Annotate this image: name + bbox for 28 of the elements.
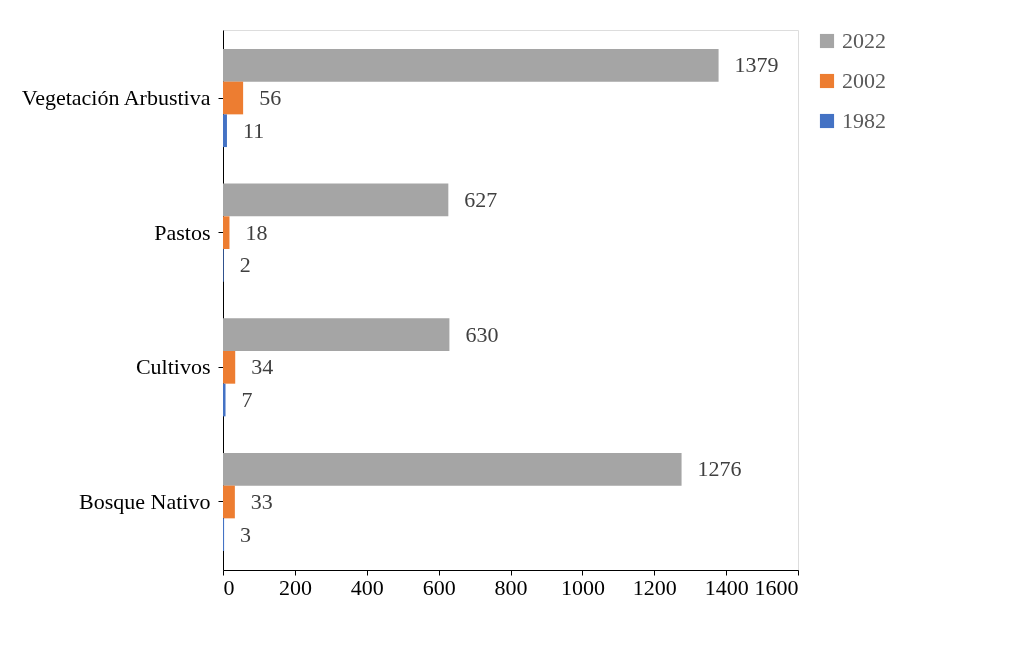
legend-label: 1982: [842, 108, 886, 133]
data-label: 11: [242, 117, 265, 143]
data-label: 3: [240, 521, 252, 547]
data-label: 7: [241, 387, 253, 413]
y-tick-label: Cultivos: [135, 354, 211, 380]
x-tick-label: 1600: [754, 574, 799, 600]
data-label: 33: [250, 489, 273, 514]
y-tick-label: Pastos: [154, 219, 211, 245]
data-label: 34: [251, 354, 274, 380]
x-tick-label: 1200: [632, 574, 677, 600]
data-label: 18: [245, 219, 268, 245]
data-label: 2: [239, 252, 251, 278]
x-tick-label: 400: [350, 574, 384, 600]
legend-label: 2002: [842, 68, 886, 93]
y-tick-label: Bosque Nativo: [79, 489, 211, 514]
x-tick-label: 600: [422, 574, 456, 600]
x-tick-label: 1400: [704, 574, 749, 600]
x-tick-label: 200: [278, 574, 312, 600]
x-tick-label: 800: [494, 574, 528, 600]
data-label: 630: [465, 321, 499, 347]
data-label: 1276: [697, 456, 742, 482]
x-tick-label: 0: [223, 574, 235, 600]
y-tick-label: Vegetación Arbustiva: [21, 85, 211, 110]
x-tick-label: 1000: [560, 574, 605, 600]
data-label: 627: [464, 186, 498, 212]
data-label: 1379: [734, 52, 779, 78]
legend-label: 2022: [842, 28, 886, 53]
data-label: 56: [259, 85, 282, 110]
